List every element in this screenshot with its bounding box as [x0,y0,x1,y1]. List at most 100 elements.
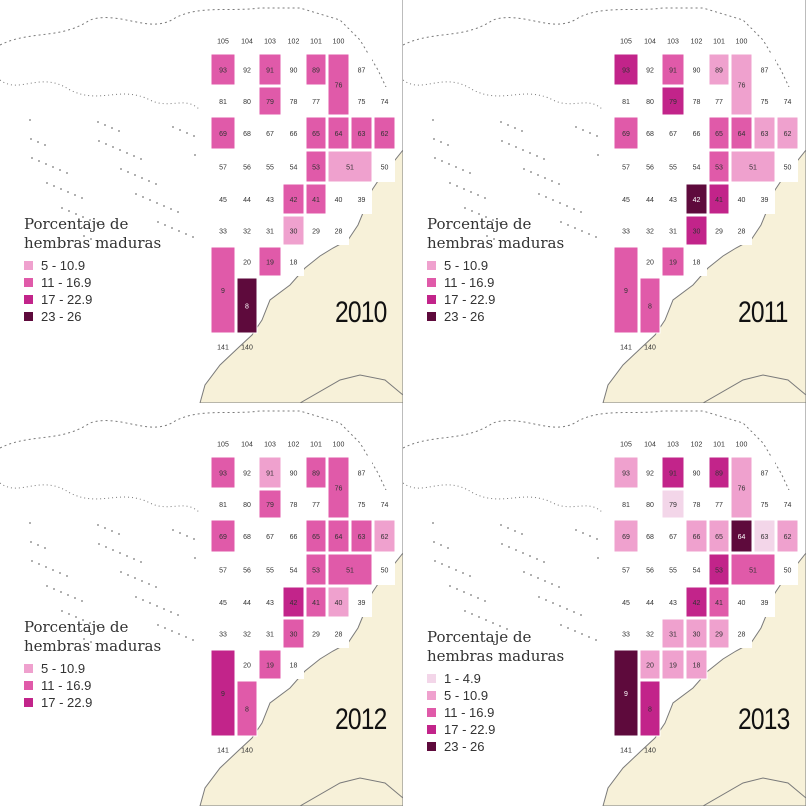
cell-label: 30 [693,229,701,236]
cell-label: 43 [669,197,677,204]
grid-cell-51: 51 [730,553,776,586]
grid-cell-78: 78 [686,490,707,518]
island-dot [470,191,472,193]
cell-label: 64 [738,534,746,541]
cell-fill [283,247,304,276]
cell-label: 76 [738,83,746,90]
cell-label: 104 [644,442,656,449]
cell-fill [685,183,708,215]
island-dot [582,129,584,131]
cell-label: 40 [335,600,343,607]
grid-cell-92: 92 [237,457,257,488]
cell-fill [210,116,236,150]
grid-cell-79: 79 [661,86,685,116]
cell-label: 45 [219,197,227,204]
grid-cell-39: 39 [754,587,775,617]
grid-cell-40: 40 [731,587,752,617]
year-label: 2011 [738,296,788,329]
cell-fill [306,490,326,518]
island-dot [179,129,181,131]
legend: Porcentaje de hembras maduras 5 - 10.9 11 … [427,215,564,325]
grid-cell-80: 80 [640,490,660,518]
grid-cell-103: 103 [259,432,281,455]
cell-fill [210,649,236,737]
cell-fill [282,215,305,246]
grid-cell-93: 93 [613,53,639,86]
island-dot [477,194,479,196]
cell-label: 30 [290,229,298,236]
grid-cell-44: 44 [237,184,257,214]
island-dot [96,625,98,627]
cell-fill [211,216,235,245]
cell-fill [237,457,257,488]
cell-label: 28 [335,632,343,639]
cell-label: 141 [217,345,229,352]
cell-fill [211,432,235,455]
island-dot [552,199,554,201]
grid-cell-54: 54 [283,554,304,585]
cell-fill [283,490,304,518]
legend-label: 11 - 16.9 [41,275,92,290]
cell-fill [237,87,257,115]
cell-label: 28 [738,632,746,639]
cell-fill [374,87,395,115]
cell-fill [283,29,304,52]
grid-cell-75: 75 [754,87,775,115]
cell-label: 101 [713,442,725,449]
island-dot [119,149,121,151]
island-dot [538,596,540,598]
cell-label: 141 [620,748,632,755]
grid-cell-63: 63 [350,116,373,150]
cell-fill [662,554,684,585]
cell-fill [640,216,660,245]
island-dot [514,530,516,532]
grid-cell-66: 66 [283,117,304,149]
cell-label: 74 [784,99,792,106]
island-dot [38,563,40,565]
island-dot [523,168,525,170]
grid-cell-9: 9 [210,649,236,737]
cell-fill [708,150,730,183]
grid-cell-90: 90 [686,54,707,85]
cell-fill [754,54,775,85]
cell-fill [613,246,639,334]
cell-fill [640,490,660,518]
grid-cell-75: 75 [351,87,372,115]
cell-label: 30 [290,632,298,639]
island-dot [469,575,471,577]
cell-label: 104 [644,39,656,46]
grid-cell-50: 50 [374,554,395,585]
grid-cell-42: 42 [685,183,708,215]
island-dot [37,544,39,546]
island-dot [126,152,128,154]
grid-cell-77: 77 [306,490,326,518]
cell-fill [237,151,257,182]
cell-fill [282,586,305,618]
legend-label: 17 - 22.9 [444,292,496,307]
cell-fill [686,490,707,518]
cell-label: 105 [217,442,229,449]
cell-fill [731,29,752,52]
island-dot [485,216,487,218]
cell-fill [640,554,660,585]
grid-cell-65: 65 [305,519,327,553]
grid-cell-105: 105 [614,432,638,455]
grid-cell-104: 104 [237,29,257,52]
island-dot [177,211,179,213]
cell-fill [686,87,707,115]
island-dot [148,180,150,182]
cell-fill [283,650,304,679]
island-dot [135,193,137,195]
grid-cell-100: 100 [731,432,752,455]
cell-label: 77 [715,502,723,509]
grid-cell-65: 65 [708,519,730,553]
island-dot [46,182,48,184]
island-dot [89,219,91,221]
grid-cell-141: 141 [217,748,229,755]
cell-label: 53 [312,568,320,575]
grid-cell-141: 141 [620,345,632,352]
island-dot [53,185,55,187]
grid-cell-20: 20 [640,247,660,276]
cell-label: 103 [264,39,276,46]
island-dot [67,594,69,596]
